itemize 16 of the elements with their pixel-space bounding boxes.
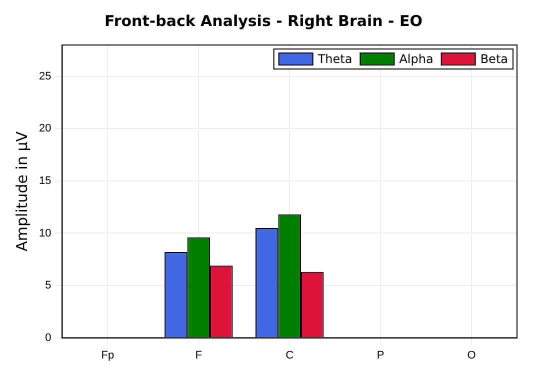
legend-label: Alpha: [399, 52, 434, 66]
x-tick-label: O: [467, 349, 476, 362]
y-tick-label: 5: [45, 280, 52, 292]
y-tick-label: 25: [38, 70, 52, 82]
y-axis-title: Amplitude in µV: [12, 130, 31, 252]
y-tick-label: 0: [45, 332, 52, 344]
y-tick-label: 10: [38, 227, 52, 240]
y-tick-label: 20: [38, 122, 52, 135]
x-tick-label: P: [376, 349, 384, 362]
x-tick-label: F: [195, 349, 202, 362]
chart-title: Front-back Analysis - Right Brain - EO: [104, 12, 422, 30]
y-tick-label: 15: [38, 174, 52, 187]
legend-label: Beta: [480, 52, 508, 66]
legend-label: Theta: [316, 52, 352, 66]
x-tick-label: C: [286, 349, 294, 362]
x-tick-label: Fp: [101, 349, 114, 362]
